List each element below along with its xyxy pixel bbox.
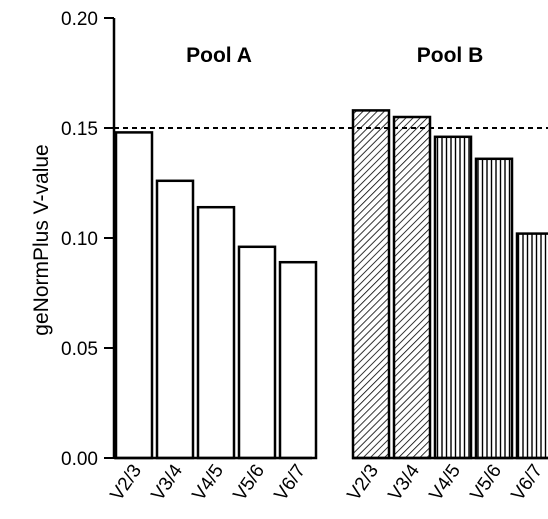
y-axis-title: geNormPlus V-value [30, 144, 53, 335]
bar [433, 135, 473, 460]
x-tick-label: V4/5 [425, 461, 465, 505]
bar [515, 232, 548, 460]
x-tick-label: V2/3 [106, 461, 146, 505]
bar [114, 131, 154, 460]
x-tick-label: V5/6 [466, 461, 506, 505]
x-axis-labels: V2/3 V3/4 V4/5 V5/6 V6/7 V2/3 V3/4 V4/5 V5/6 V6/7 [106, 460, 547, 504]
x-tick-label: V5/6 [229, 461, 269, 505]
y-axis-ticks: 0.00 0.05 0.10 0.15 0.20 [61, 9, 114, 470]
bars [114, 109, 548, 460]
group-labels: Pool A Pool B [186, 44, 483, 67]
y-tick-label: 0.20 [61, 9, 98, 30]
y-tick-label: 0.05 [61, 339, 98, 360]
group-label: Pool B [417, 44, 484, 67]
group-label: Pool A [186, 44, 252, 67]
y-tick-label: 0.00 [61, 449, 98, 470]
bar [278, 260, 318, 460]
x-tick-label: V3/4 [384, 460, 424, 504]
bar [237, 245, 277, 460]
bar [351, 109, 391, 460]
y-tick-label: 0.10 [61, 229, 98, 250]
x-tick-label: V6/7 [507, 461, 547, 505]
bar [196, 205, 236, 460]
x-tick-label: V6/7 [270, 461, 310, 505]
x-tick-label: V3/4 [147, 460, 187, 504]
bar [155, 179, 195, 460]
x-tick-label: V2/3 [343, 461, 383, 505]
bar [392, 115, 432, 460]
bar [474, 157, 514, 460]
y-tick-label: 0.15 [61, 119, 98, 140]
x-tick-label: V4/5 [188, 461, 228, 505]
